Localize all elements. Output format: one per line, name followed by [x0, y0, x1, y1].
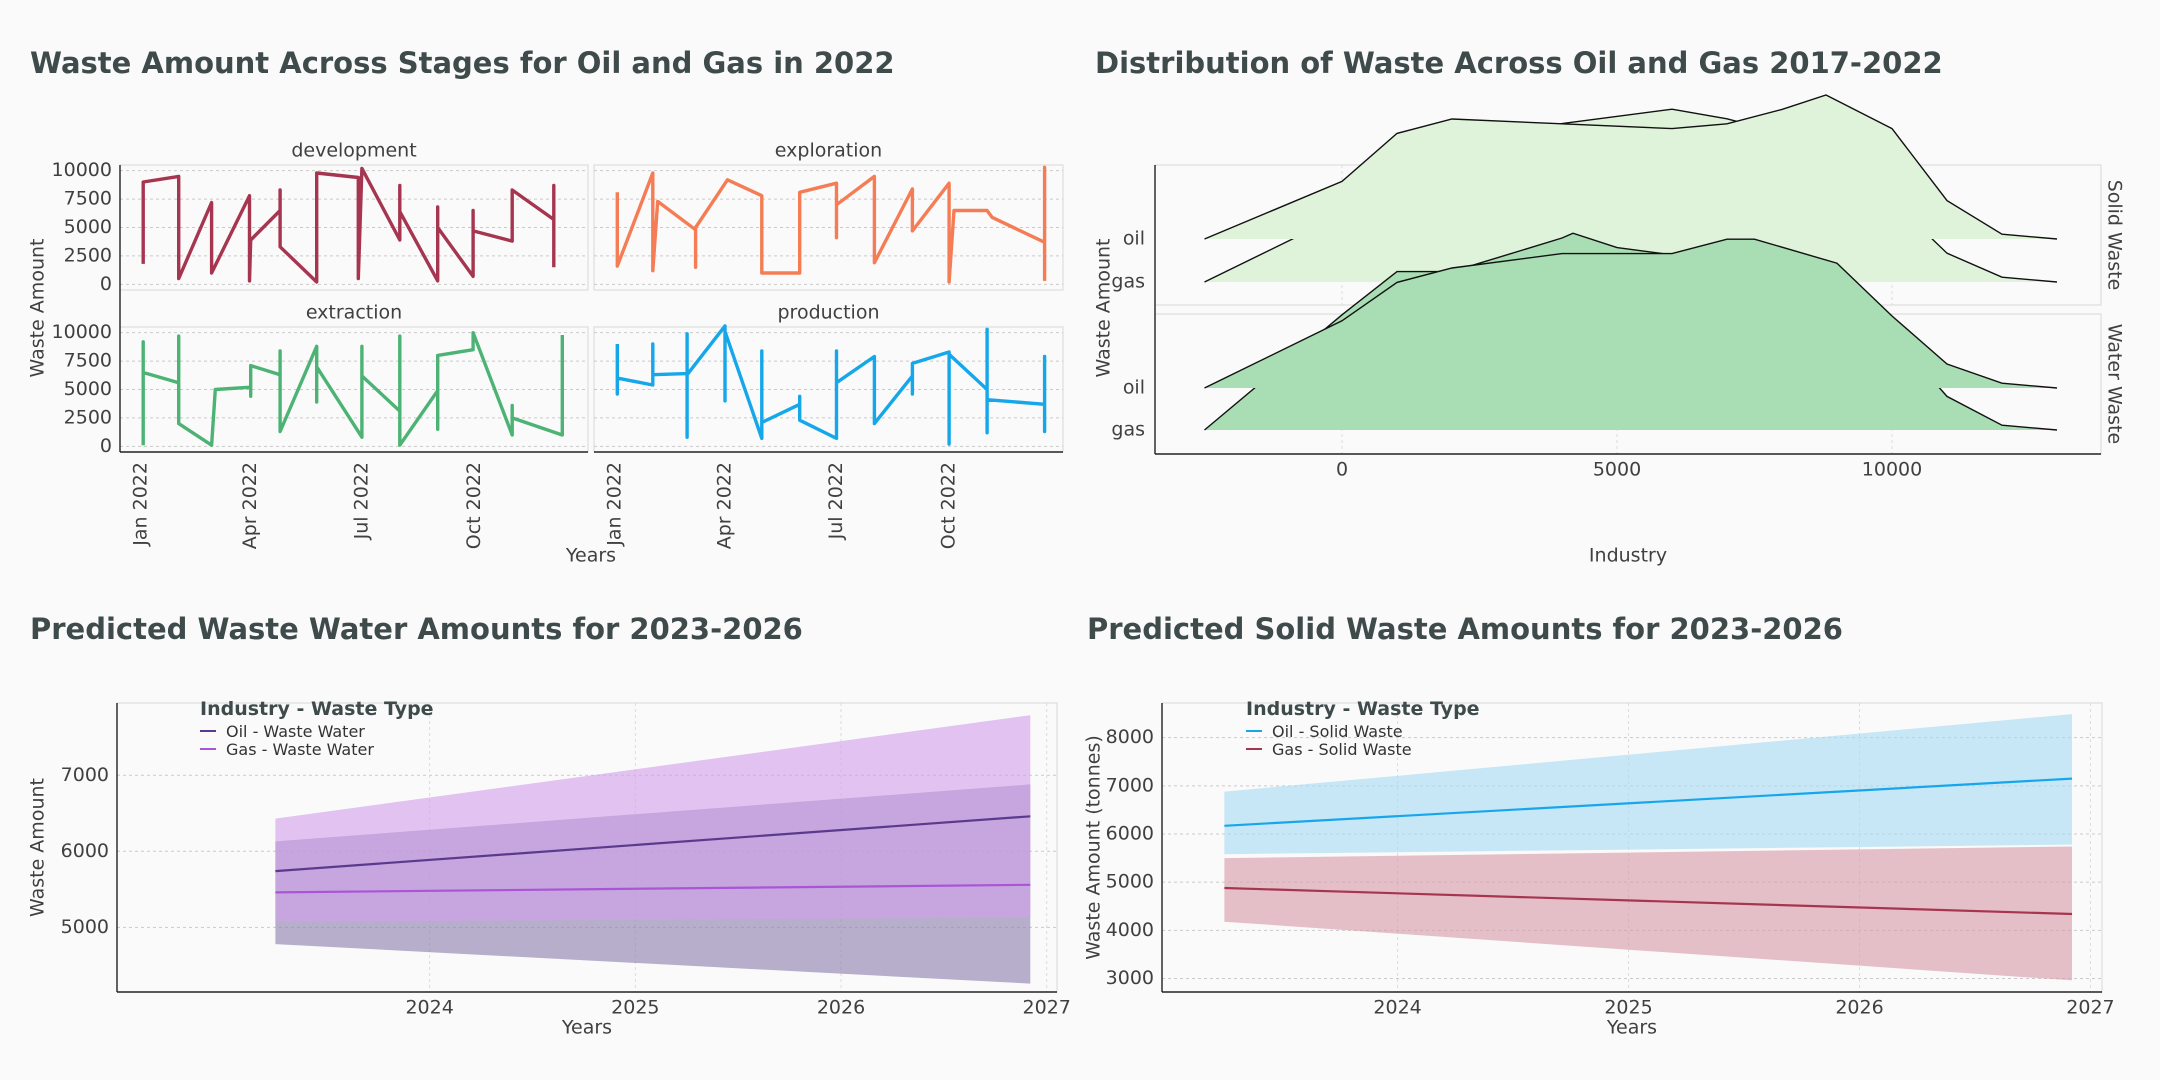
y-tick-label: 6000 [1106, 823, 1154, 845]
y-tick-label: oil [1123, 377, 1145, 399]
y-tick-label: 8000 [1106, 726, 1154, 748]
legend-title: Industry - Waste Type [200, 698, 434, 720]
y-tick-label: 7000 [1106, 774, 1154, 796]
chart-title-distribution: Distribution of Waste Across Oil and Gas… [1095, 46, 1943, 80]
y-tick-label: 3000 [1106, 967, 1154, 989]
series-line-development [141, 166, 556, 284]
facet-label: exploration [775, 140, 882, 162]
x-tick-label: Jul 2022 [825, 462, 847, 540]
x-tick-label: 5000 [1593, 459, 1641, 481]
y-tick-label: 0 [100, 435, 112, 457]
confidence-band-1 [1224, 846, 2072, 981]
y-tick-label: gas [1111, 271, 1145, 293]
confidence-band-1 [275, 715, 1031, 922]
chart-title-stages: Waste Amount Across Stages for Oil and G… [30, 46, 895, 80]
legend-item-gas-solid-waste: Gas - Solid Waste [1246, 740, 1480, 759]
facet-label: production [777, 302, 879, 324]
x-axis-title: Years [561, 1017, 612, 1039]
y-tick-label: 5000 [1106, 871, 1154, 893]
x-tick-label: Jan 2022 [603, 462, 625, 547]
x-tick-label: 10000 [1862, 459, 1922, 481]
x-tick-label: Oct 2022 [463, 462, 485, 549]
forecast-line-1 [1224, 886, 2073, 916]
y-axis-title: Waste Amount [1093, 239, 1115, 378]
series-line-extraction [141, 331, 564, 447]
y-tick-label: 4000 [1106, 919, 1154, 941]
legend-solid-waste: Industry - Waste Type Oil - Solid Waste … [1246, 698, 1480, 759]
y-tick-label: 10000 [52, 159, 112, 181]
confidence-band-0 [1224, 714, 2072, 855]
series-line-exploration [615, 165, 1047, 284]
series-line-production [615, 324, 1047, 446]
y-tick-label: 2500 [64, 406, 112, 428]
y-tick-label: 5000 [64, 216, 112, 238]
y-tick-label: 7000 [61, 764, 109, 786]
x-tick-label: 2024 [405, 997, 453, 1019]
y-tick-label: oil [1123, 228, 1145, 250]
y-tick-label: 2500 [64, 244, 112, 266]
y-tick-label: 0 [100, 273, 112, 295]
y-tick-label: 10000 [52, 321, 112, 343]
density-line-oil [1204, 94, 2058, 240]
x-axis-title: Industry [1589, 545, 1667, 567]
y-axis-title: Waste Amount (tonnes) [1083, 735, 1105, 960]
x-tick-label: 2026 [817, 997, 865, 1019]
chart-title-solid-waste: Predicted Solid Waste Amounts for 2023-2… [1087, 612, 1843, 646]
x-tick-label: Apr 2022 [714, 462, 736, 549]
x-tick-label: 2025 [1604, 997, 1652, 1019]
chart-title-waste-water: Predicted Waste Water Amounts for 2023-2… [30, 612, 803, 646]
x-tick-label: Jul 2022 [350, 462, 372, 540]
density-fill-oil [1204, 239, 2057, 388]
facet-label: extraction [306, 302, 402, 324]
forecast-line-0 [275, 815, 1031, 873]
y-axis-title: Waste Amount [27, 239, 49, 378]
x-tick-label: Apr 2022 [239, 462, 261, 549]
x-axis-title: Years [565, 545, 616, 567]
legend-title: Industry - Waste Type [1246, 698, 1480, 720]
density-fill-oil [1204, 95, 2057, 239]
forecast-line-0 [1224, 777, 2073, 827]
y-tick-label: gas [1111, 419, 1145, 441]
y-tick-label: 7500 [64, 188, 112, 210]
y-tick-label: 5000 [64, 378, 112, 400]
y-tick-label: 5000 [61, 916, 109, 938]
forecast-line-1 [275, 883, 1031, 894]
legend-waste-water: Industry - Waste Type Oil - Waste Water … [200, 698, 434, 759]
legend-item-gas-waste-water: Gas - Waste Water [200, 740, 434, 759]
y-tick-label: 7500 [64, 350, 112, 372]
legend-item-oil-waste-water: Oil - Waste Water [200, 722, 434, 741]
x-tick-label: 0 [1336, 459, 1348, 481]
facet-label: Water Waste [2104, 324, 2126, 444]
x-tick-label: 2027 [1023, 997, 1071, 1019]
y-tick-label: 6000 [61, 840, 109, 862]
x-tick-label: 2027 [2066, 997, 2114, 1019]
x-tick-label: Jan 2022 [129, 462, 151, 547]
x-tick-label: 2024 [1373, 997, 1421, 1019]
density-line-oil [1204, 238, 2058, 389]
facet-label: Solid Waste [2104, 180, 2126, 291]
x-axis-title: Years [1606, 1017, 1657, 1039]
legend-item-oil-solid-waste: Oil - Solid Waste [1246, 722, 1480, 741]
x-tick-label: Oct 2022 [938, 462, 960, 549]
y-axis-title: Waste Amount [27, 778, 49, 917]
x-tick-label: 2026 [1835, 997, 1883, 1019]
x-tick-label: 2025 [611, 997, 659, 1019]
facet-label: development [291, 140, 416, 162]
